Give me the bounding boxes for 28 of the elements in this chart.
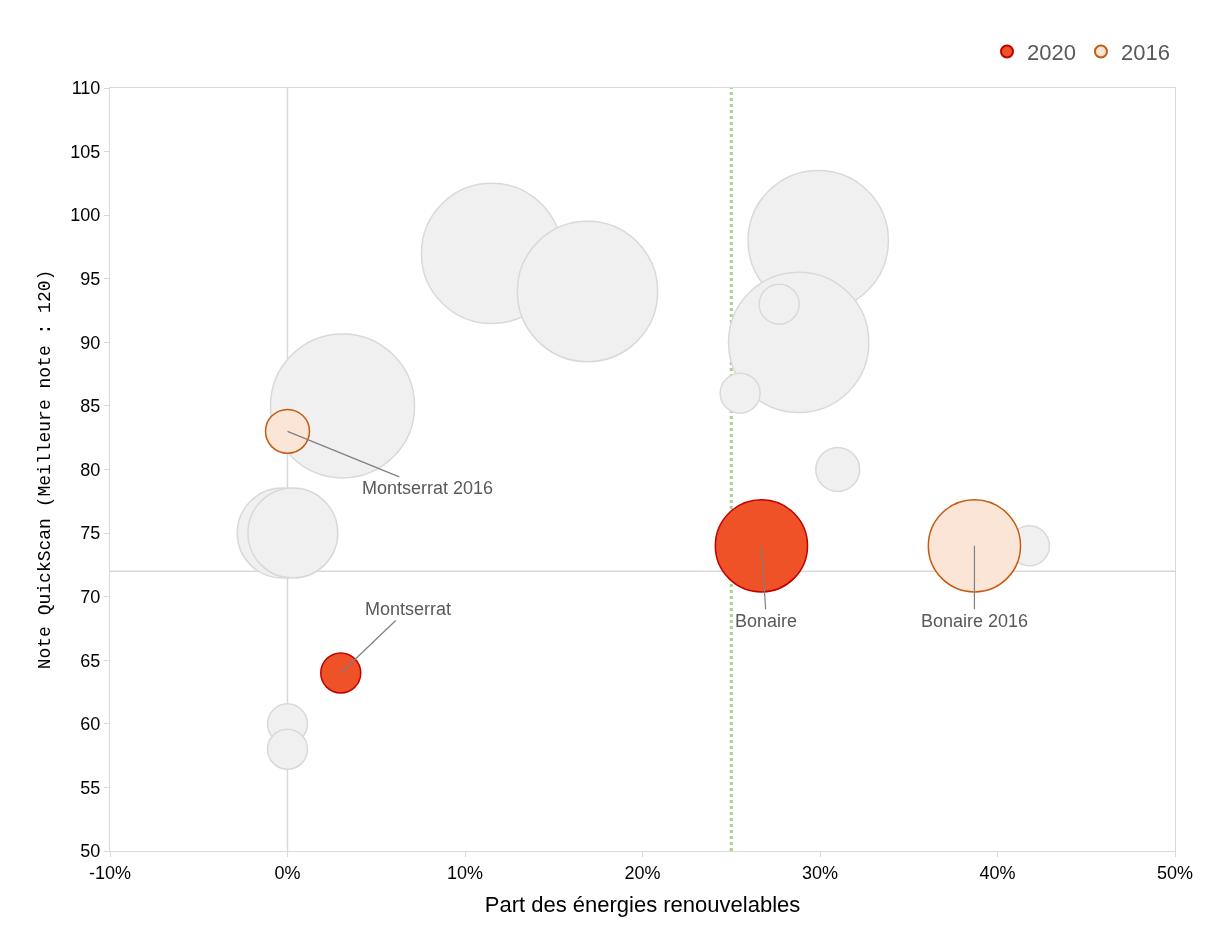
x-tick-label: -10%	[88, 862, 132, 883]
y-tick-label: 50	[80, 841, 101, 862]
x-tick-label: 10%	[446, 862, 484, 883]
annotation: Montserrat 2016	[362, 478, 494, 498]
annotation: Montserrat	[365, 599, 452, 619]
x-tick-label: 50%	[1156, 862, 1194, 883]
y-tick-label: 65	[80, 650, 101, 671]
y-tick-label: 55	[80, 777, 101, 798]
y-tick-label: 70	[80, 586, 101, 607]
x-tick-label: 40%	[979, 862, 1016, 883]
y-tick-label: 100	[70, 205, 101, 226]
y-axis-title: Note QuickScan (Meilleure note : 120)	[34, 269, 55, 670]
y-tick-label: 95	[80, 269, 101, 290]
y-tick-label: 110	[71, 78, 101, 99]
x-tick-label: 0%	[274, 862, 301, 883]
y-tick-label: 60	[80, 714, 101, 735]
annotation: Bonaire 2016	[921, 611, 1029, 631]
x-tick-label: 20%	[624, 862, 661, 883]
y-tick-label: 75	[80, 523, 101, 544]
x-tick-label: 30%	[801, 862, 839, 883]
legend-label: 2020	[1027, 40, 1076, 66]
annotation: Bonaire	[735, 611, 798, 631]
y-tick-label: 85	[80, 396, 101, 417]
y-tick-label: 90	[80, 332, 101, 353]
y-tick-label: 80	[80, 459, 101, 480]
x-axis-title: Part des énergies renouvelables	[484, 892, 801, 918]
legend-label: 2016	[1120, 40, 1170, 66]
y-tick-label: 105	[70, 141, 101, 162]
